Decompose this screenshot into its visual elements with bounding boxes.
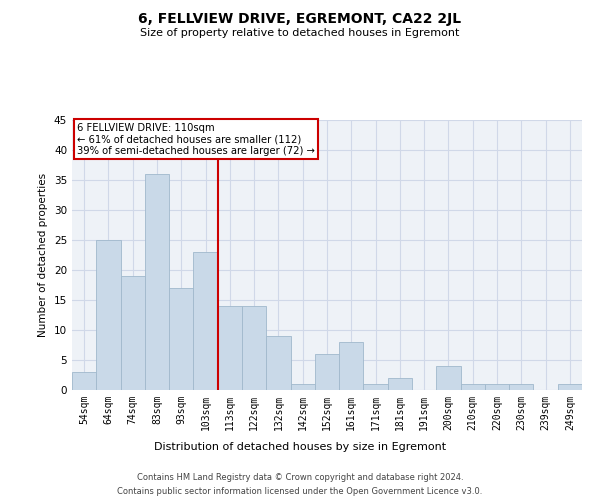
Text: 6 FELLVIEW DRIVE: 110sqm
← 61% of detached houses are smaller (112)
39% of semi-: 6 FELLVIEW DRIVE: 110sqm ← 61% of detach… xyxy=(77,122,315,156)
Text: Contains public sector information licensed under the Open Government Licence v3: Contains public sector information licen… xyxy=(118,488,482,496)
Bar xyxy=(266,336,290,390)
Bar xyxy=(461,384,485,390)
Bar xyxy=(72,372,96,390)
Bar xyxy=(558,384,582,390)
Y-axis label: Number of detached properties: Number of detached properties xyxy=(38,173,49,337)
Bar xyxy=(364,384,388,390)
Text: 6, FELLVIEW DRIVE, EGREMONT, CA22 2JL: 6, FELLVIEW DRIVE, EGREMONT, CA22 2JL xyxy=(139,12,461,26)
Bar xyxy=(145,174,169,390)
Text: Size of property relative to detached houses in Egremont: Size of property relative to detached ho… xyxy=(140,28,460,38)
Text: Distribution of detached houses by size in Egremont: Distribution of detached houses by size … xyxy=(154,442,446,452)
Bar xyxy=(169,288,193,390)
Bar xyxy=(388,378,412,390)
Bar xyxy=(242,306,266,390)
Bar xyxy=(96,240,121,390)
Text: Contains HM Land Registry data © Crown copyright and database right 2024.: Contains HM Land Registry data © Crown c… xyxy=(137,472,463,482)
Bar xyxy=(509,384,533,390)
Bar xyxy=(485,384,509,390)
Bar xyxy=(121,276,145,390)
Bar xyxy=(315,354,339,390)
Bar xyxy=(218,306,242,390)
Bar xyxy=(339,342,364,390)
Bar xyxy=(193,252,218,390)
Bar xyxy=(290,384,315,390)
Bar xyxy=(436,366,461,390)
